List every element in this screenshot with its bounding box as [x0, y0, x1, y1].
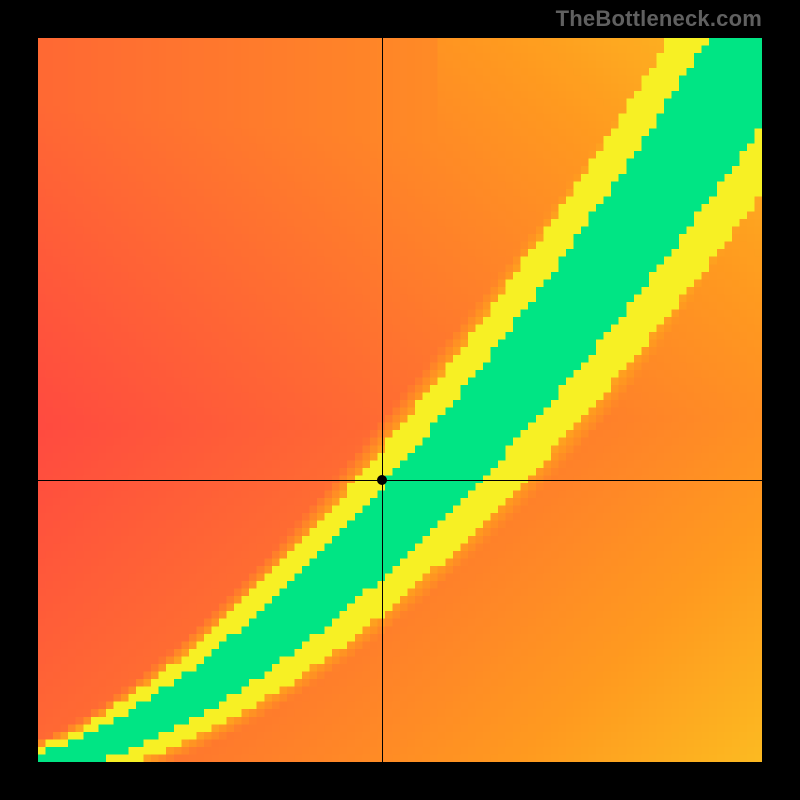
heatmap-canvas	[38, 38, 762, 762]
crosshair-horizontal	[38, 480, 762, 481]
crosshair-vertical	[382, 38, 383, 762]
watermark-text: TheBottleneck.com	[556, 6, 762, 32]
chart-outer: TheBottleneck.com	[0, 0, 800, 800]
heatmap-plot	[38, 38, 762, 762]
crosshair-marker	[377, 475, 387, 485]
